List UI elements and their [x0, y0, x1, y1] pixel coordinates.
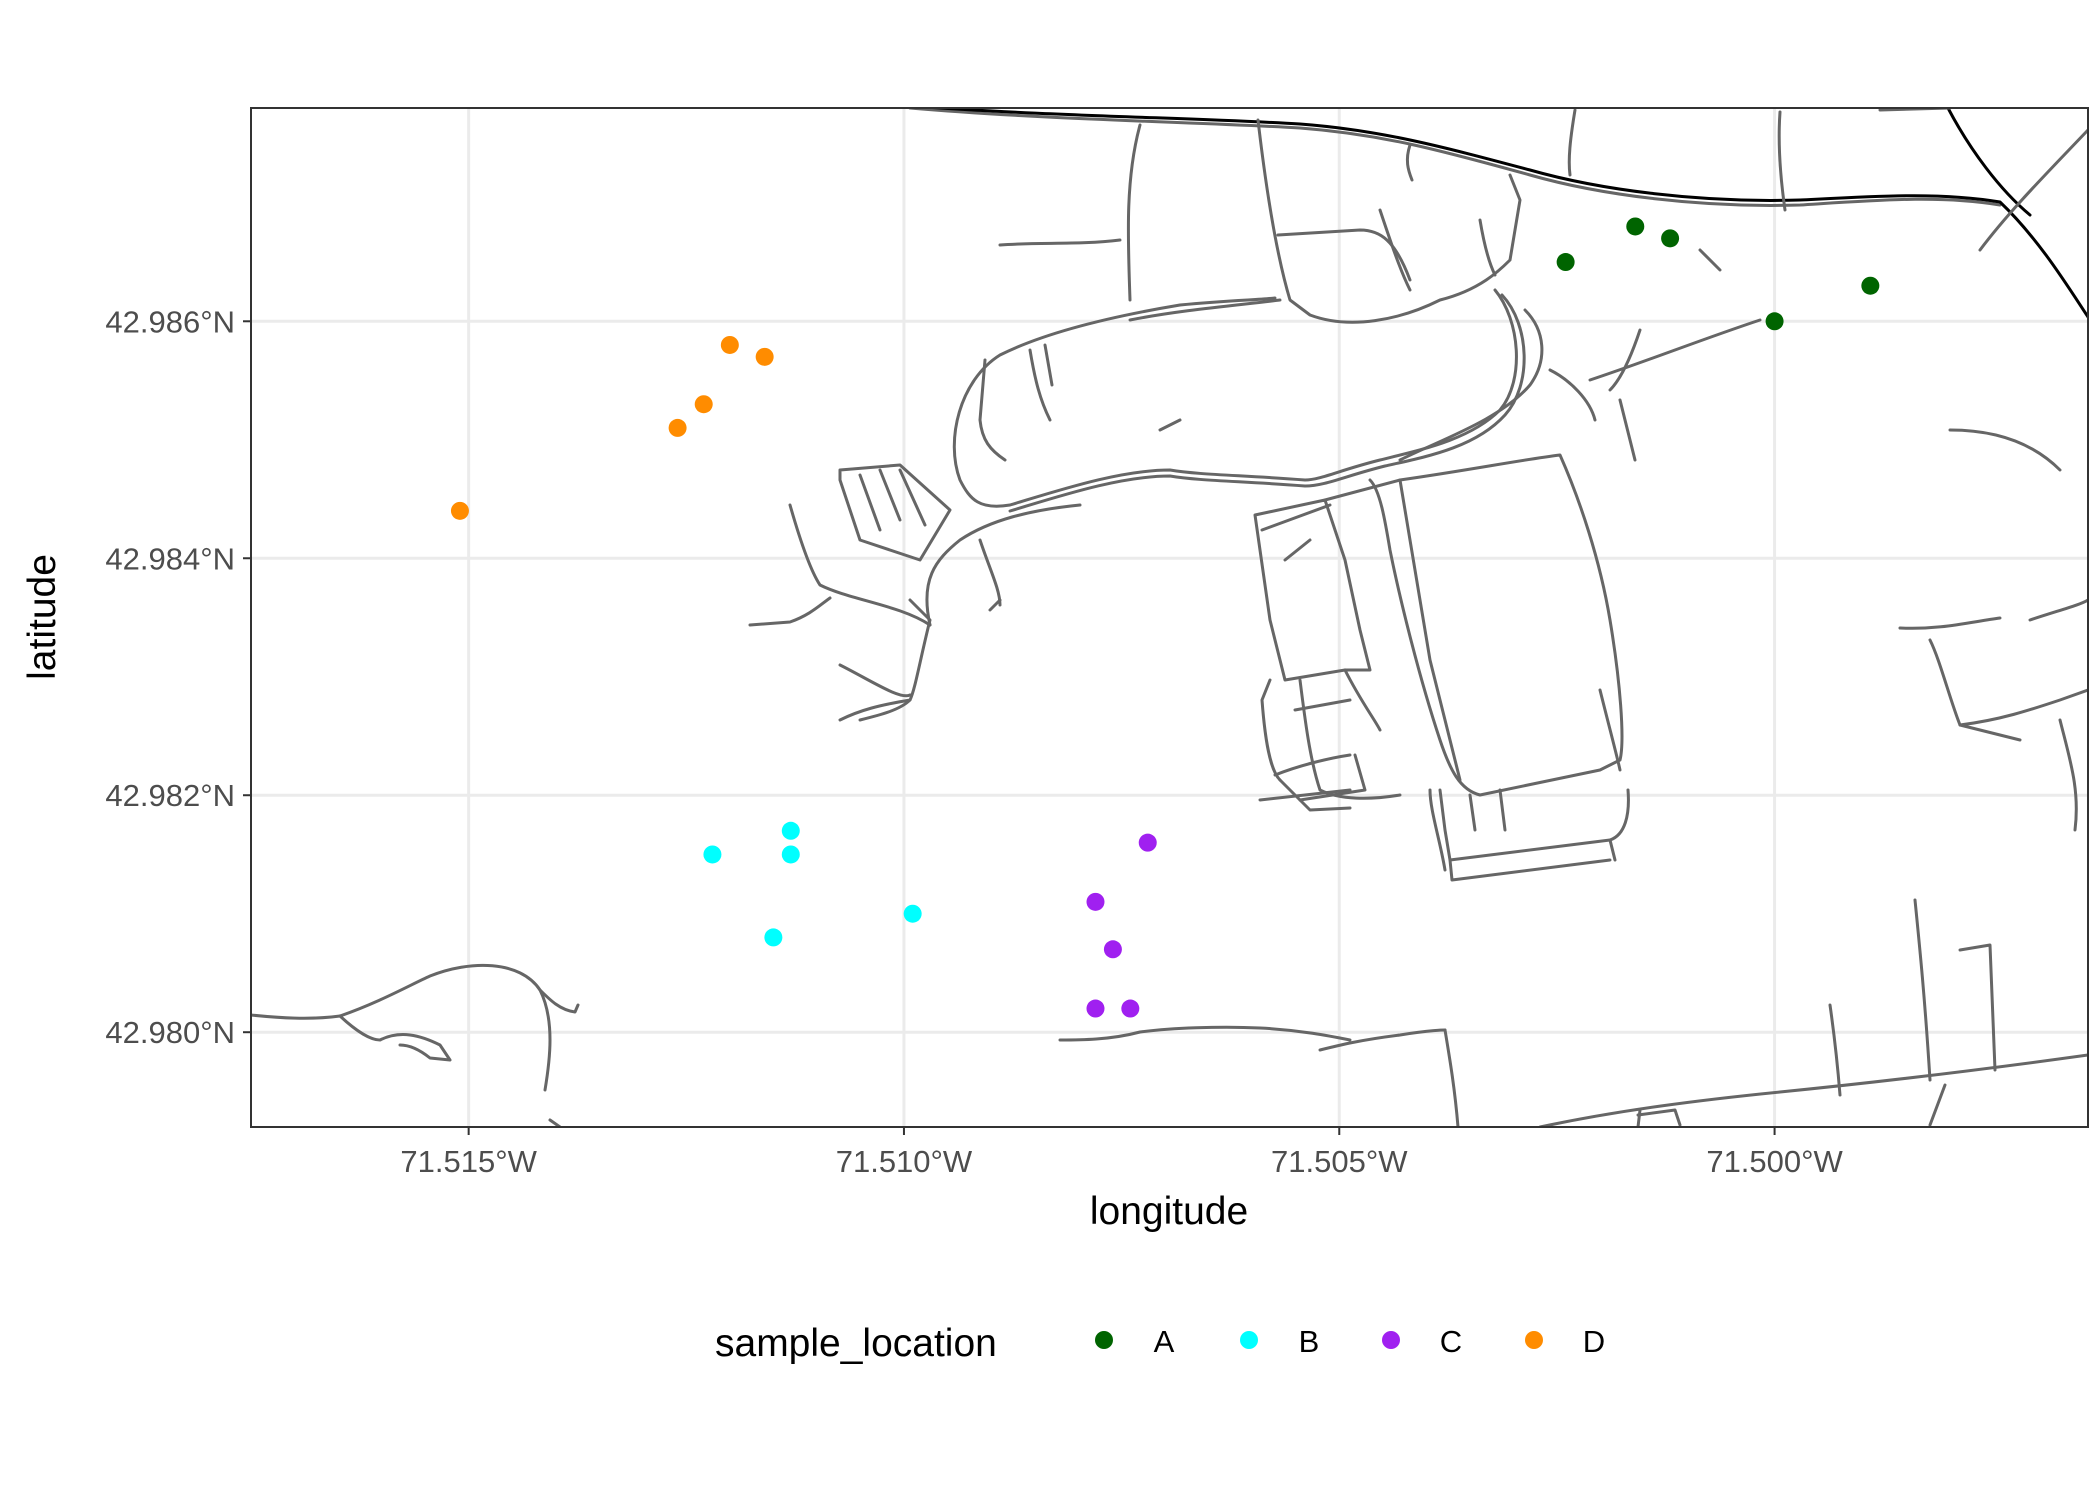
plot-panel: [251, 108, 2088, 1127]
point-c: [1103, 940, 1122, 959]
x-axis: 71.515°W 71.510°W 71.505°W 71.500°W: [400, 1127, 1844, 1179]
legend-label-a: A: [1154, 1324, 1175, 1359]
legend-item-a: A: [1095, 1324, 1175, 1359]
gridlines: [251, 108, 2088, 1127]
point-d: [755, 347, 774, 366]
point-b: [703, 845, 722, 864]
legend-item-c: C: [1382, 1324, 1462, 1359]
y-tick-label: 42.986°N: [105, 304, 235, 339]
x-tick-label: 71.515°W: [400, 1144, 537, 1179]
plot-panel-border: [250, 107, 2089, 1128]
point-a: [1556, 253, 1575, 272]
point-b: [903, 904, 922, 923]
point-d: [668, 418, 687, 437]
point-c: [1086, 892, 1105, 911]
point-b: [764, 928, 783, 947]
legend-label-d: D: [1583, 1324, 1605, 1359]
legend-key-c: [1382, 1331, 1400, 1349]
point-a: [1861, 276, 1880, 295]
road-network: [251, 108, 2088, 1127]
y-axis: 42.980°N 42.982°N 42.984°N 42.986°N: [105, 304, 251, 1050]
legend: sample_location A B C D: [715, 1322, 1605, 1365]
legend-key-a: [1095, 1331, 1113, 1349]
point-c: [1121, 999, 1140, 1018]
point-b: [781, 845, 800, 864]
point-d: [450, 501, 469, 520]
point-a: [1626, 217, 1645, 236]
x-tick-label: 71.500°W: [1706, 1144, 1843, 1179]
point-c: [1086, 999, 1105, 1018]
legend-key-b: [1240, 1331, 1258, 1349]
legend-item-b: B: [1240, 1324, 1319, 1359]
x-tick-label: 71.510°W: [836, 1144, 973, 1179]
point-a: [1765, 312, 1784, 331]
x-axis-title: longitude: [1090, 1190, 1248, 1233]
legend-key-d: [1525, 1331, 1543, 1349]
point-d: [720, 335, 739, 354]
point-b: [781, 821, 800, 840]
y-tick-label: 42.984°N: [105, 541, 235, 576]
legend-label-b: B: [1299, 1324, 1320, 1359]
legend-label-c: C: [1440, 1324, 1462, 1359]
legend-item-d: D: [1525, 1324, 1605, 1359]
y-tick-label: 42.980°N: [105, 1015, 235, 1050]
legend-title: sample_location: [715, 1322, 997, 1365]
point-a: [1661, 229, 1680, 248]
x-tick-label: 71.505°W: [1271, 1144, 1408, 1179]
point-c: [1138, 833, 1157, 852]
y-axis-title: latitude: [21, 554, 64, 680]
y-tick-label: 42.982°N: [105, 778, 235, 813]
data-points: [450, 217, 1880, 1018]
point-d: [694, 395, 713, 414]
